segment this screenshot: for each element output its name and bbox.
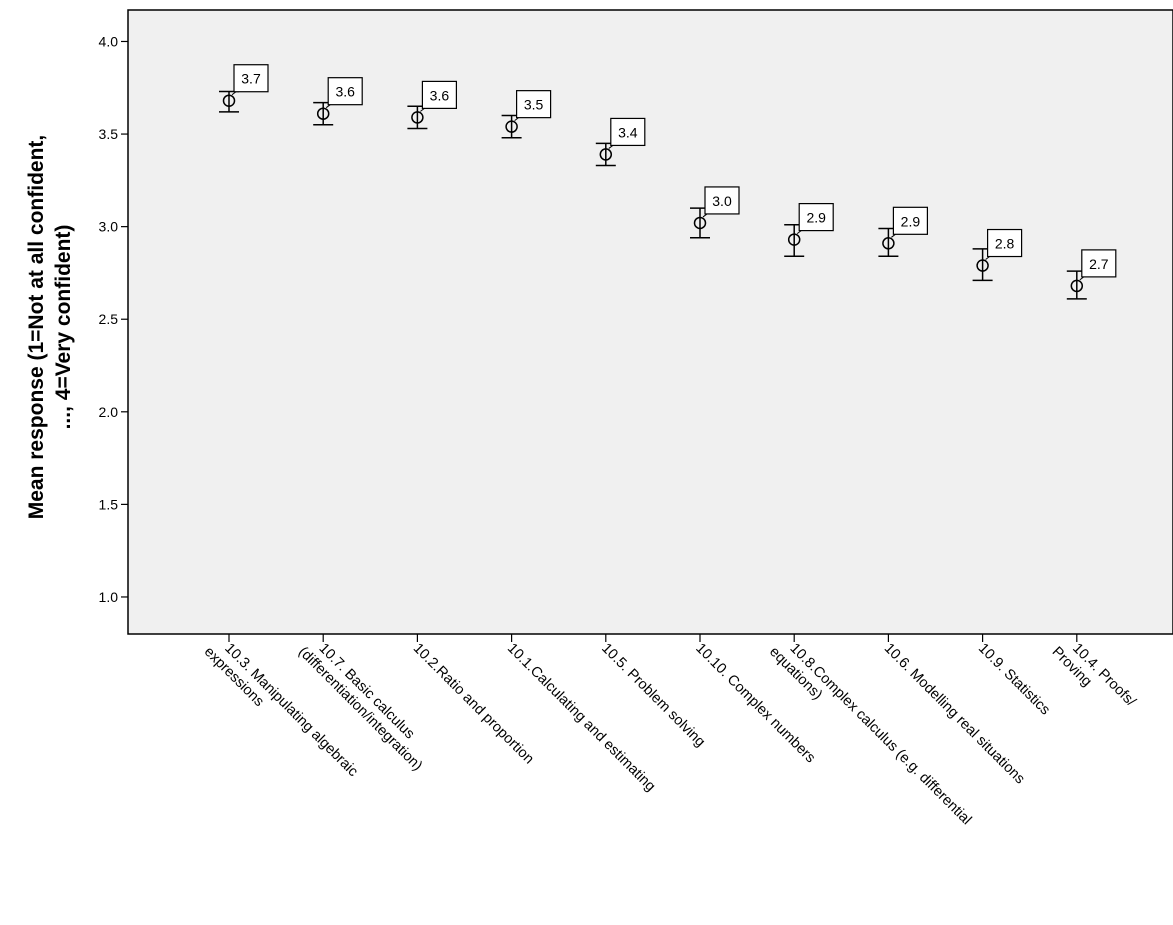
data-label: 3.5 xyxy=(524,97,544,113)
data-label: 3.0 xyxy=(712,193,732,209)
data-label: 3.6 xyxy=(335,84,355,100)
data-point-marker xyxy=(316,107,330,120)
data-point-marker xyxy=(1070,279,1084,293)
x-tick-label-line: 10.8.Complex calculus (e.g. differential xyxy=(787,640,975,828)
data-label: 2.8 xyxy=(995,236,1015,252)
data-label-box xyxy=(327,77,363,106)
plot-area xyxy=(127,9,1173,635)
data-label: 2.9 xyxy=(806,210,826,226)
x-tick-label: 10.1.Calculating and estimating xyxy=(504,640,658,794)
data-label-box xyxy=(986,228,1023,258)
data-label: 2.7 xyxy=(1089,256,1109,272)
y-axis: 1.0 1.5 2.0 2.5 3.0 3.5 4.0 xyxy=(99,33,128,605)
data-points: 3.7 3.6 3.6 3.5 3.4 3.0 2.9 2.9 2.8 2.7 xyxy=(219,64,1117,300)
data-label-box xyxy=(1081,249,1117,278)
data-label: 2.9 xyxy=(901,213,921,229)
data-point-marker xyxy=(693,216,707,230)
y-tick-label: 3.5 xyxy=(99,126,119,142)
data-point-marker xyxy=(599,148,613,161)
x-tick-label: 10.9. Statistics xyxy=(975,640,1053,718)
y-axis-title-line-1: Mean response (1=Not at all confident, xyxy=(25,135,48,520)
y-axis-title-line-2: ..., 4=Very confident) xyxy=(52,225,75,430)
data-point-marker xyxy=(882,237,895,250)
x-tick-label-line: 10.9. Statistics xyxy=(975,640,1053,718)
data-point-marker xyxy=(787,233,801,246)
x-tick-label: 10.4. Proofs/Proving xyxy=(1049,640,1140,710)
y-axis-title: Mean response (1=Not at all confident, .… xyxy=(25,135,75,520)
data-point-marker xyxy=(505,120,518,133)
data-label-box xyxy=(798,203,834,232)
x-tick-label: 10.5. Problem solving xyxy=(598,640,708,750)
data-label-box xyxy=(610,117,646,147)
data-label-box xyxy=(704,186,740,215)
y-tick-label: 2.5 xyxy=(99,311,119,327)
data-point-marker xyxy=(976,259,989,272)
data-label-box xyxy=(421,80,457,109)
y-tick-label: 3.0 xyxy=(99,219,119,235)
x-tick-label-line: (differentiation/integration) xyxy=(295,644,425,774)
data-point-marker xyxy=(411,111,424,124)
y-tick-label: 1.5 xyxy=(99,496,119,512)
y-tick-label: 2.0 xyxy=(99,404,119,420)
x-tick-label-line: 10.7. Basic calculus xyxy=(316,640,418,742)
data-point-marker xyxy=(222,94,236,107)
x-tick-label-line: 10.1.Calculating and estimating xyxy=(504,640,658,794)
data-label: 3.4 xyxy=(618,124,638,140)
data-label-box xyxy=(892,206,929,235)
data-label: 3.7 xyxy=(241,71,261,87)
data-label-box xyxy=(233,64,269,93)
data-label: 3.6 xyxy=(430,87,450,103)
data-label-box xyxy=(515,90,552,119)
y-tick-label: 1.0 xyxy=(99,589,119,605)
y-tick-label: 4.0 xyxy=(99,33,119,49)
x-tick-label-line: 10.5. Problem solving xyxy=(598,640,708,750)
